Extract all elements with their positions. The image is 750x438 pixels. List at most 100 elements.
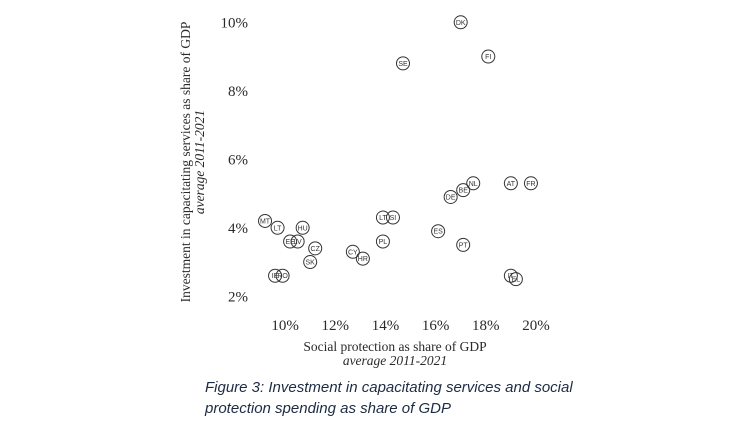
point-marker — [396, 56, 410, 71]
point-label: RO — [277, 273, 288, 280]
point-marker — [456, 183, 471, 198]
data-point-fi: FI — [481, 49, 496, 64]
data-point-hu: HU — [295, 220, 310, 235]
point-label: LT — [379, 215, 387, 222]
data-point-cz: CZ — [308, 241, 323, 256]
x-tick-label: 10% — [271, 318, 299, 334]
point-label: SI — [390, 215, 397, 222]
point-marker — [290, 234, 305, 249]
data-point-ie: IE — [268, 268, 283, 283]
point-label: DK — [456, 20, 466, 27]
x-tick-label: 18% — [472, 318, 500, 334]
x-axis-subtitle: average 2011-2021 — [343, 353, 447, 368]
y-axis-title: Investment in capacitating services as s… — [178, 22, 193, 303]
data-point-sk: SK — [303, 255, 318, 270]
point-label: PT — [459, 242, 469, 249]
point-marker — [355, 251, 370, 266]
x-tick-label: 16% — [422, 318, 450, 334]
point-marker — [523, 176, 538, 191]
caption-line-2: protection spending as share of GDP — [205, 400, 451, 417]
point-marker — [443, 189, 458, 204]
data-point-at: AT — [503, 176, 518, 191]
data-point-lt: LT — [375, 210, 390, 225]
point-label: LV — [294, 239, 302, 246]
data-point-es: ES — [431, 224, 446, 239]
point-label: EE — [285, 239, 295, 246]
point-label: CZ — [311, 246, 321, 253]
y-tick-label: 2% — [228, 289, 248, 305]
point-marker — [385, 210, 400, 225]
data-point-se: SE — [396, 56, 410, 71]
point-label: MT — [260, 218, 271, 225]
x-tick-label: 14% — [372, 318, 400, 334]
point-label: DE — [446, 194, 456, 201]
point-label: FR — [526, 181, 535, 188]
x-tick-label: 20% — [522, 318, 550, 334]
data-point-hr: HR — [355, 251, 370, 266]
point-marker — [456, 237, 471, 252]
point-label: SK — [306, 260, 316, 267]
y-axis-ticks: 2% 4% 6% 8% 10% — [221, 15, 249, 305]
point-label: NL — [469, 181, 478, 188]
point-marker — [258, 213, 273, 228]
point-marker — [431, 224, 446, 239]
point-label: CY — [348, 249, 358, 256]
y-tick-label: 8% — [228, 84, 248, 100]
point-marker — [375, 234, 390, 249]
point-marker — [508, 272, 523, 287]
y-tick-label: 10% — [221, 15, 249, 31]
point-marker — [375, 210, 390, 225]
x-axis-ticks: 10% 12% 14% 16% 18% 20% — [271, 318, 549, 334]
figure-caption: Figure 3: Investment in capacitating ser… — [205, 377, 625, 419]
point-marker — [275, 268, 290, 283]
data-point-dk: DK — [453, 15, 468, 30]
y-tick-label: 4% — [228, 221, 248, 237]
point-label: IT — [508, 273, 515, 280]
point-marker — [308, 241, 323, 256]
data-point-it: IT — [503, 268, 518, 283]
point-label: HR — [358, 256, 368, 263]
y-axis-subtitle: average 2011-2021 — [192, 110, 207, 214]
point-label: FI — [485, 54, 491, 61]
point-label: LT — [274, 225, 282, 232]
point-label: ES — [433, 229, 443, 236]
point-marker — [268, 268, 283, 283]
x-tick-label: 12% — [322, 318, 350, 334]
point-label: BE — [459, 188, 469, 195]
data-point-de: DE — [443, 189, 458, 204]
caption-line-1: Figure 3: Investment in capacitating ser… — [205, 379, 573, 396]
data-point-si: SI — [385, 210, 400, 225]
point-marker — [503, 268, 518, 283]
data-point-ro: RO — [275, 268, 290, 283]
point-marker — [466, 176, 481, 191]
scatter-chart: 2% 4% 6% 8% 10% 10% 12% 14% 16% 18% 20% DK FI SE FR A… — [178, 15, 550, 368]
x-axis-title: Social protection as share of GDP — [303, 339, 486, 354]
point-label: AT — [507, 181, 516, 188]
point-label: SE — [398, 61, 408, 68]
point-marker — [345, 244, 360, 259]
point-marker — [283, 234, 298, 249]
data-point-lv: LV — [290, 234, 305, 249]
data-point-ee: EE — [283, 234, 298, 249]
point-label: HU — [298, 225, 308, 232]
y-tick-label: 6% — [228, 152, 248, 168]
point-marker — [453, 15, 468, 30]
point-marker — [303, 255, 318, 270]
data-point-nl: NL — [466, 176, 481, 191]
data-point-pl: PL — [375, 234, 390, 249]
data-point-mt: MT — [258, 213, 273, 228]
point-marker — [481, 49, 496, 64]
point-marker — [503, 176, 518, 191]
data-point-el: EL — [508, 272, 523, 287]
data-point-lt: LT — [270, 220, 285, 235]
point-label: PL — [379, 239, 388, 246]
point-marker — [270, 220, 285, 235]
data-point-be: BE — [456, 183, 471, 198]
point-label: EL — [512, 277, 521, 284]
data-point-cy: CY — [345, 244, 360, 259]
point-label: IE — [272, 273, 279, 280]
point-marker — [295, 220, 310, 235]
data-point-pt: PT — [456, 237, 471, 252]
data-point-fr: FR — [523, 176, 538, 191]
